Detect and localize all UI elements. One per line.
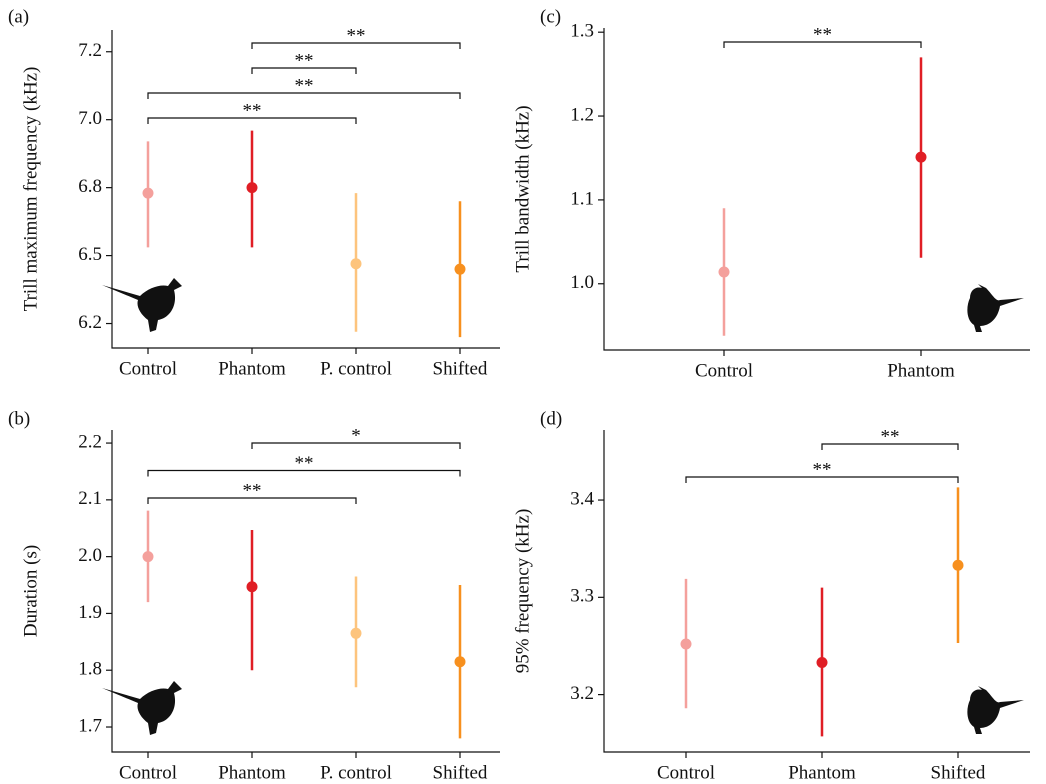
x-tick-label: Phantom <box>788 762 856 783</box>
axis-line <box>603 430 1030 753</box>
y-tick-label: 6.2 <box>78 312 102 333</box>
point <box>142 551 154 563</box>
significance-bracket <box>147 117 357 124</box>
x-tick-label: Control <box>695 360 753 381</box>
y-tick-label: 6.5 <box>78 244 102 265</box>
bird-silhouette <box>102 278 1024 735</box>
significance-bracket <box>147 497 357 504</box>
x-tick-label: P. control <box>320 762 392 783</box>
significance-label: * <box>351 425 361 446</box>
x-tick-label: P. control <box>320 358 392 379</box>
x-tick-label: Shifted <box>931 762 986 783</box>
y-tick-label: 6.8 <box>78 176 102 197</box>
significance-bracket <box>251 442 461 449</box>
y-tick-label: 3.3 <box>570 586 594 607</box>
y-tick-label: 1.7 <box>78 715 102 736</box>
point <box>816 657 828 669</box>
significance-label: ** <box>881 426 900 447</box>
point <box>246 182 258 194</box>
axis-line <box>111 30 500 349</box>
point <box>246 581 258 593</box>
y-tick-label: 1.8 <box>78 659 102 680</box>
point <box>718 266 730 278</box>
y-tick-label: 7.2 <box>78 40 102 61</box>
significance-label: ** <box>813 24 832 45</box>
x-tick-label: Phantom <box>218 762 286 783</box>
x-tick-label: Phantom <box>218 358 286 379</box>
point <box>350 627 362 639</box>
significance-label: ** <box>295 50 314 71</box>
point <box>915 151 927 163</box>
point <box>454 263 466 275</box>
significance-label: ** <box>295 453 314 474</box>
y-axis-label: Trill bandwidth (kHz) <box>512 105 533 272</box>
point <box>680 638 692 650</box>
significance-bracket <box>685 476 959 483</box>
y-axis-label: Duration (s) <box>20 545 41 637</box>
y-tick-label: 7.0 <box>78 108 102 129</box>
y-tick-label: 1.3 <box>570 21 594 42</box>
panel-label: (c) <box>540 6 561 27</box>
significance-bracket <box>251 67 357 74</box>
point <box>350 258 362 270</box>
y-tick-label: 1.1 <box>570 188 594 209</box>
point <box>952 559 964 571</box>
point <box>454 656 466 668</box>
significance-label: ** <box>243 480 262 501</box>
significance-bracket <box>251 42 461 49</box>
panel-label: (d) <box>540 408 562 429</box>
y-tick-label: 3.2 <box>570 683 594 704</box>
x-tick-label: Shifted <box>433 762 488 783</box>
x-tick-label: Phantom <box>887 360 955 381</box>
point <box>142 187 154 199</box>
significance-bracket <box>821 443 959 450</box>
y-tick-label: 1.2 <box>570 104 594 125</box>
x-tick-label: Shifted <box>433 358 488 379</box>
y-tick-label: 1.9 <box>78 602 102 623</box>
x-tick-label: Control <box>119 762 177 783</box>
significance-bracket <box>147 469 461 477</box>
y-axis-label: Trill maximum frequency (kHz) <box>20 67 41 312</box>
y-tick-label: 2.2 <box>78 431 102 452</box>
y-axis-label: 95% frequency (kHz) <box>512 509 533 674</box>
y-tick-label: 3.4 <box>570 488 594 509</box>
panel-label: (a) <box>8 6 29 27</box>
axis-line <box>111 430 500 753</box>
x-tick-label: Control <box>119 358 177 379</box>
significance-bracket <box>723 41 922 48</box>
significance-bracket <box>147 92 461 99</box>
y-tick-label: 1.0 <box>570 272 594 293</box>
x-tick-label: Control <box>657 762 715 783</box>
significance-label: ** <box>347 25 366 46</box>
panel-label: (b) <box>8 408 30 429</box>
y-tick-label: 2.0 <box>78 545 102 566</box>
significance-label: ** <box>813 459 832 480</box>
significance-label: ** <box>243 100 262 121</box>
axis-line <box>603 28 1030 351</box>
significance-label: ** <box>295 75 314 96</box>
y-tick-label: 2.1 <box>78 488 102 509</box>
